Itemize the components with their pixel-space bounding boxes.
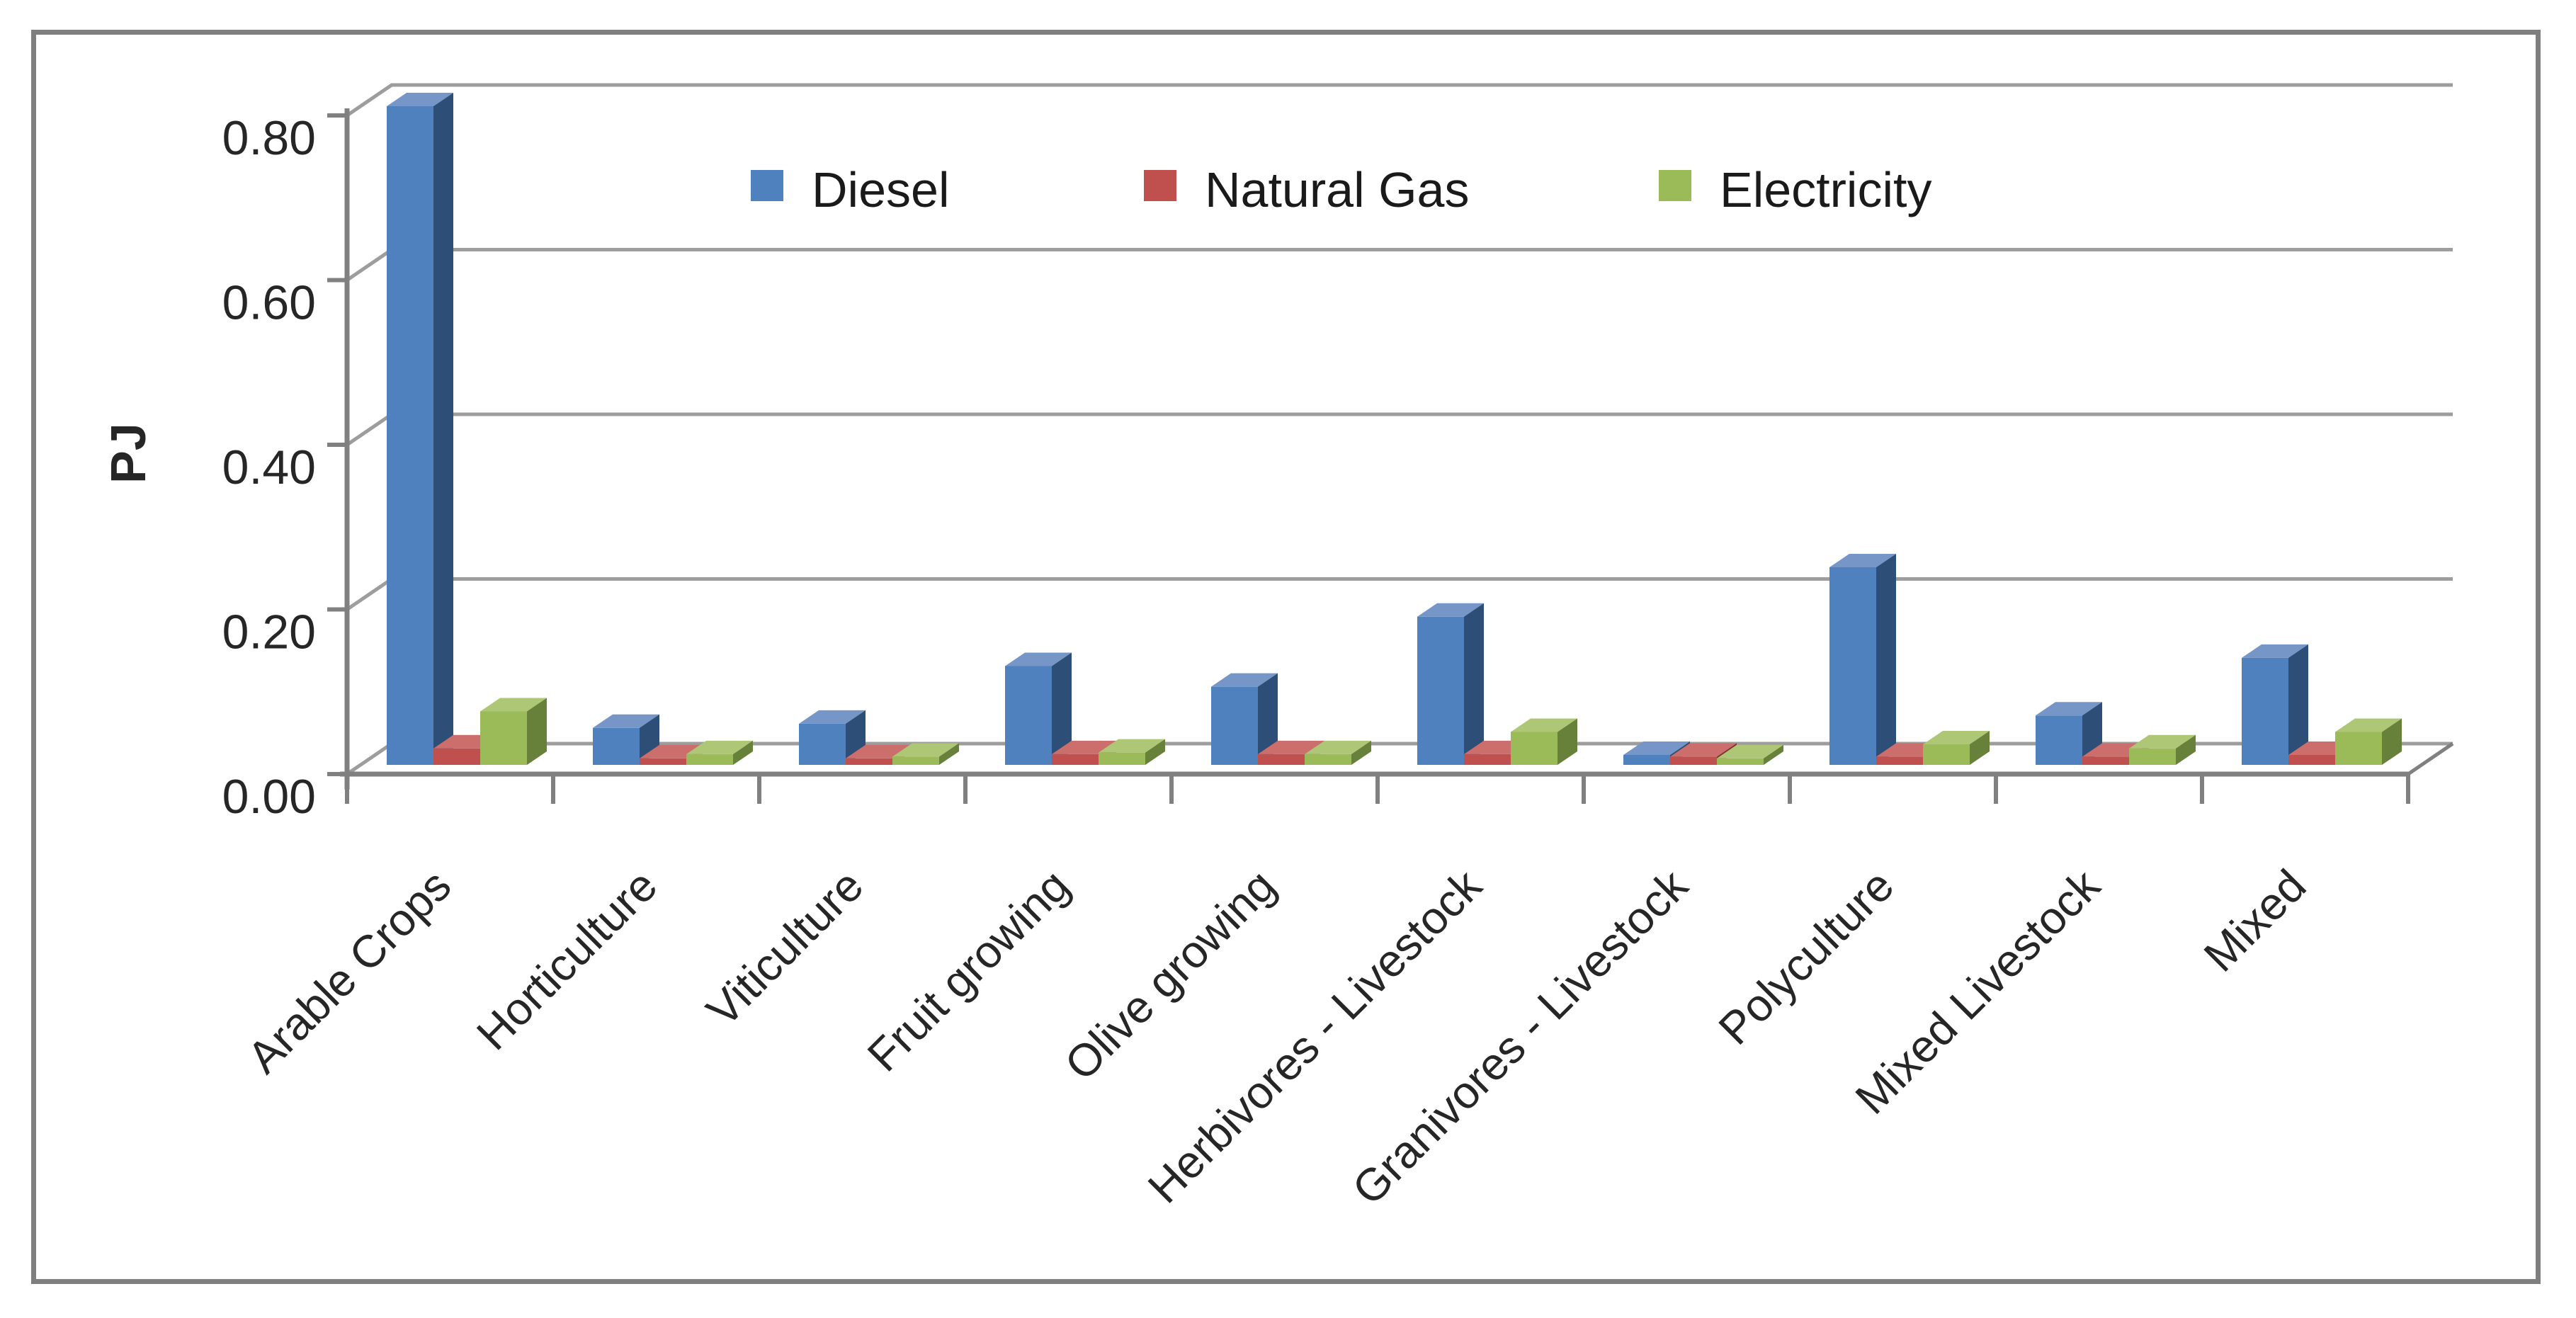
- bar-front-diesel-horticulture: [593, 727, 640, 765]
- bar-front-diesel-viticulture: [799, 723, 846, 765]
- bar-side-electricity-herbivores-livestock: [1557, 718, 1577, 765]
- bar-front-diesel-arable-crops: [387, 106, 433, 765]
- bar-top-diesel-mixed-livestock: [2036, 702, 2102, 716]
- bar-top-diesel-viticulture: [799, 710, 866, 724]
- bar-front-natural-gas-polyculture: [1876, 756, 1923, 765]
- bar-top-electricity-mixed-livestock: [2129, 734, 2196, 749]
- gridline-0.20: [346, 577, 2453, 611]
- bar-front-electricity-mixed: [2335, 732, 2382, 765]
- legend-label-natural-gas: Natural Gas: [1205, 162, 1470, 217]
- bar-front-natural-gas-viticulture: [846, 758, 892, 765]
- y-tick-label-0.20: 0.20: [222, 606, 316, 659]
- bar-front-diesel-granivores-livestock: [1623, 755, 1670, 765]
- legend-label-diesel: Diesel: [812, 162, 950, 217]
- bar-top-diesel-mixed: [2242, 644, 2308, 658]
- bar-top-electricity-horticulture: [686, 740, 753, 754]
- bar-side-electricity-mixed-livestock: [2176, 734, 2196, 765]
- bar-front-natural-gas-mixed-livestock: [2082, 756, 2129, 765]
- bar-front-natural-gas-arable-crops: [433, 748, 480, 765]
- bar-side-electricity-mixed: [2382, 718, 2402, 765]
- bar-top-diesel-herbivores-livestock: [1417, 603, 1484, 617]
- bar-top-diesel-horticulture: [593, 714, 659, 728]
- legend-item-natural-gas: Natural Gas: [1144, 160, 1469, 220]
- bar-side-diesel-fruit-growing: [1052, 652, 1072, 765]
- bar-top-electricity-viticulture: [892, 743, 959, 757]
- bar-top-diesel-olive-growing: [1211, 673, 1278, 687]
- bar-top-electricity-olive-growing: [1305, 740, 1371, 754]
- bar-front-electricity-polyculture: [1923, 744, 1970, 765]
- bar-front-diesel-fruit-growing: [1005, 666, 1052, 765]
- category-label-polyculture: Polyculture: [1709, 860, 1904, 1055]
- category-label-olive-growing: Olive growing: [1055, 860, 1285, 1090]
- bar-front-natural-gas-horticulture: [640, 758, 686, 765]
- bar-top-electricity-arable-crops: [480, 698, 547, 712]
- bar-top-diesel-granivores-livestock: [1623, 742, 1690, 756]
- bar-front-diesel-mixed: [2242, 657, 2288, 765]
- bar-side-electricity-granivores-livestock: [1764, 744, 1783, 765]
- bar-front-electricity-fruit-growing: [1099, 752, 1145, 765]
- legend-swatch-diesel: [751, 170, 783, 201]
- legend-swatch-electricity: [1659, 170, 1691, 201]
- bar-front-natural-gas-herbivores-livestock: [1464, 754, 1511, 765]
- y-tick-label-0.60: 0.60: [222, 276, 316, 330]
- bar-front-electricity-herbivores-livestock: [1511, 732, 1557, 765]
- bar-front-diesel-polyculture: [1829, 567, 1876, 765]
- bar-front-natural-gas-mixed: [2288, 755, 2335, 765]
- bar-top-diesel-fruit-growing: [1005, 652, 1072, 666]
- bar-front-electricity-arable-crops: [480, 711, 527, 765]
- bar-front-electricity-granivores-livestock: [1717, 758, 1764, 765]
- bar-side-diesel-mixed: [2288, 644, 2308, 765]
- category-label-arable-crops: Arable Crops: [237, 860, 460, 1083]
- bar-side-diesel-polyculture: [1876, 554, 1896, 765]
- bar-side-electricity-horticulture: [733, 740, 753, 765]
- bar-top-electricity-herbivores-livestock: [1511, 718, 1577, 732]
- bar-top-diesel-arable-crops: [387, 93, 453, 106]
- bar-front-diesel-herbivores-livestock: [1417, 616, 1464, 765]
- bar-front-diesel-olive-growing: [1211, 686, 1258, 765]
- legend-item-diesel: Diesel: [751, 160, 950, 220]
- legend-swatch-natural-gas: [1144, 170, 1176, 201]
- category-label-fruit-growing: Fruit growing: [858, 860, 1079, 1081]
- bar-front-natural-gas-fruit-growing: [1052, 754, 1099, 765]
- bar-front-natural-gas-granivores-livestock: [1670, 756, 1717, 765]
- bar-side-electricity-polyculture: [1970, 730, 1990, 765]
- floor-right-edge: [2407, 742, 2454, 776]
- legend-item-electricity: Electricity: [1659, 160, 1931, 220]
- bar-top-diesel-polyculture: [1829, 554, 1896, 567]
- bar-front-electricity-olive-growing: [1305, 754, 1351, 765]
- legend-label-electricity: Electricity: [1720, 162, 1932, 217]
- bar-front-natural-gas-olive-growing: [1258, 754, 1305, 765]
- category-label-horticulture: Horticulture: [467, 860, 666, 1059]
- bar-front-electricity-horticulture: [686, 754, 733, 765]
- y-tick-label-0.80: 0.80: [222, 111, 316, 165]
- bar-top-electricity-fruit-growing: [1099, 739, 1165, 753]
- category-label-herbivores-livestock: Herbivores - Livestock: [1138, 859, 1492, 1212]
- y-axis-title: PJ: [101, 423, 156, 484]
- y-tick-label-0.40: 0.40: [222, 441, 316, 494]
- bar-side-electricity-olive-growing: [1351, 740, 1371, 765]
- bar-side-diesel-olive-growing: [1258, 673, 1278, 765]
- gridline-0.40: [346, 412, 2453, 447]
- bar-top-electricity-mixed: [2335, 718, 2402, 732]
- gridline-0.80: [346, 83, 2453, 118]
- bar-front-electricity-mixed-livestock: [2129, 748, 2176, 765]
- bar-side-diesel-herbivores-livestock: [1464, 603, 1484, 765]
- category-label-mixed: Mixed: [2194, 860, 2316, 982]
- bar-front-electricity-viticulture: [892, 756, 939, 765]
- bar-front-diesel-mixed-livestock: [2036, 715, 2082, 765]
- bar-side-electricity-fruit-growing: [1145, 739, 1165, 765]
- bar-top-natural-gas-granivores-livestock: [1670, 743, 1737, 757]
- category-label-viticulture: Viticulture: [697, 860, 873, 1036]
- bar-side-electricity-arable-crops: [527, 698, 547, 765]
- bar-top-natural-gas-olive-growing: [1258, 740, 1324, 754]
- category-label-granivores-livestock: Granivores - Livestock: [1342, 859, 1698, 1215]
- bar-side-diesel-arable-crops: [433, 93, 453, 765]
- bar-top-electricity-polyculture: [1923, 730, 1990, 744]
- bar-side-electricity-viticulture: [939, 743, 959, 765]
- bar-top-electricity-granivores-livestock: [1717, 744, 1783, 759]
- y-tick-label-0.00: 0.00: [222, 770, 316, 824]
- gridline-0.60: [346, 248, 2453, 282]
